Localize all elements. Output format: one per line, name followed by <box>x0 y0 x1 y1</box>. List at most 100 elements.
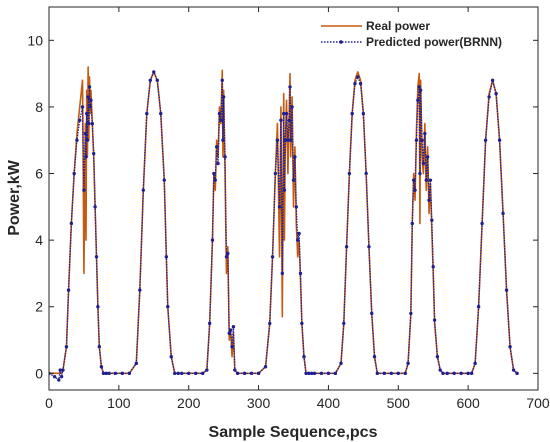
data-point-predicted-power <box>164 255 169 259</box>
data-point-predicted-power <box>75 138 79 142</box>
data-point-predicted-power <box>476 305 481 309</box>
data-point-predicted-power <box>85 111 89 116</box>
data-point-predicted-power <box>469 371 474 376</box>
data-point-predicted-power <box>396 371 400 376</box>
data-point-predicted-power <box>88 105 92 109</box>
data-point-predicted-power <box>58 368 62 372</box>
data-point-predicted-power <box>86 95 90 99</box>
data-point-predicted-power <box>219 118 223 122</box>
data-point-predicted-power <box>235 371 240 376</box>
data-point-predicted-power <box>302 355 306 359</box>
data-point-predicted-power <box>511 368 516 372</box>
data-point-predicted-power <box>417 85 421 89</box>
data-point-predicted-power <box>268 321 272 326</box>
y-tick-label: 4 <box>35 232 43 248</box>
data-point-predicted-power <box>293 155 297 159</box>
y-tick-label: 8 <box>35 99 43 115</box>
data-point-predicted-power <box>319 371 324 376</box>
data-point-predicted-power <box>347 171 352 176</box>
data-point-predicted-power <box>207 321 212 326</box>
data-point-predicted-power <box>282 111 286 116</box>
data-point-predicted-power <box>155 78 159 82</box>
x-tick-label: 0 <box>45 395 53 411</box>
series-layer <box>49 66 519 382</box>
data-point-predicted-power <box>107 371 111 376</box>
data-point-predicted-power <box>389 371 393 376</box>
data-point-predicted-power <box>418 171 422 176</box>
data-point-predicted-power <box>227 331 231 336</box>
data-point-predicted-power <box>66 288 71 292</box>
data-point-predicted-power <box>231 325 236 329</box>
data-point-predicted-power <box>221 95 226 99</box>
data-point-predicted-power <box>230 345 234 349</box>
data-point-predicted-power <box>277 205 282 209</box>
data-point-predicted-power <box>249 371 254 376</box>
data-point-predicted-power <box>420 138 424 142</box>
data-point-predicted-power <box>418 88 423 92</box>
data-point-predicted-power <box>159 111 163 116</box>
data-point-predicted-power <box>414 138 419 142</box>
data-point-predicted-power <box>406 361 410 366</box>
x-tick-label: 600 <box>456 395 480 411</box>
data-point-predicted-power <box>432 318 437 322</box>
data-point-predicted-power <box>216 161 220 166</box>
data-point-predicted-power <box>282 188 287 192</box>
data-point-predicted-power <box>344 245 349 249</box>
data-point-predicted-power <box>127 371 132 376</box>
data-point-predicted-power <box>84 155 88 159</box>
data-point-predicted-power <box>441 371 445 376</box>
data-point-predicted-power <box>375 371 380 376</box>
x-tick-label: 100 <box>107 395 131 411</box>
x-tick-label: 500 <box>387 395 411 411</box>
plot-frame <box>48 6 539 391</box>
data-point-predicted-power <box>89 98 93 102</box>
data-point-predicted-power <box>490 78 495 82</box>
legend: Real power Predicted power(BRNN) <box>321 19 502 49</box>
x-tick-label: 300 <box>247 395 271 411</box>
data-point-predicted-power <box>162 178 166 182</box>
data-point-predicted-power <box>233 368 237 372</box>
data-point-predicted-power <box>309 371 314 376</box>
data-point-predicted-power <box>223 155 227 159</box>
data-point-predicted-power <box>428 178 433 182</box>
data-point-predicted-power <box>120 371 125 376</box>
data-point-predicted-power <box>99 364 104 369</box>
data-point-predicted-power <box>382 371 387 376</box>
data-point-predicted-power <box>409 311 413 316</box>
data-point-predicted-power <box>361 111 366 116</box>
y-axis: 0 2 4 6 8 10 <box>27 32 538 381</box>
legend-real-power-label: Real power <box>366 19 430 33</box>
data-point-predicted-power <box>424 178 428 182</box>
data-point-predicted-power <box>101 371 106 376</box>
data-point-predicted-power <box>224 255 229 259</box>
data-point-predicted-power <box>173 371 177 376</box>
data-point-predicted-power <box>413 188 417 192</box>
data-point-predicted-power <box>421 161 426 166</box>
data-point-predicted-power <box>494 91 498 96</box>
data-point-predicted-power <box>497 138 502 142</box>
data-point-predicted-power <box>358 81 363 86</box>
x-axis: 0 100 200 300 400 500 600 700 <box>45 7 550 411</box>
data-point-predicted-power <box>279 118 283 122</box>
data-point-predicted-power <box>291 178 296 182</box>
data-point-predicted-power <box>300 321 304 326</box>
data-point-predicted-power <box>85 138 90 142</box>
data-point-predicted-power <box>228 328 233 332</box>
data-point-predicted-power <box>297 231 301 236</box>
data-point-predicted-power <box>483 138 488 142</box>
data-point-predicted-power <box>152 70 156 74</box>
y-tick-label: 2 <box>35 299 43 315</box>
data-point-predicted-power <box>113 371 118 376</box>
data-point-predicted-power <box>290 105 294 109</box>
data-point-predicted-power <box>93 205 97 209</box>
data-point-predicted-power <box>242 371 247 376</box>
data-point-predicted-power <box>187 371 191 376</box>
data-point-predicted-power <box>96 305 100 309</box>
data-point-predicted-power <box>275 138 280 142</box>
data-point-predicted-power <box>339 361 343 366</box>
data-point-predicted-power <box>364 171 368 176</box>
data-point-predicted-power <box>367 245 371 249</box>
data-point-predicted-power <box>69 221 74 226</box>
data-point-predicted-power <box>61 368 65 372</box>
